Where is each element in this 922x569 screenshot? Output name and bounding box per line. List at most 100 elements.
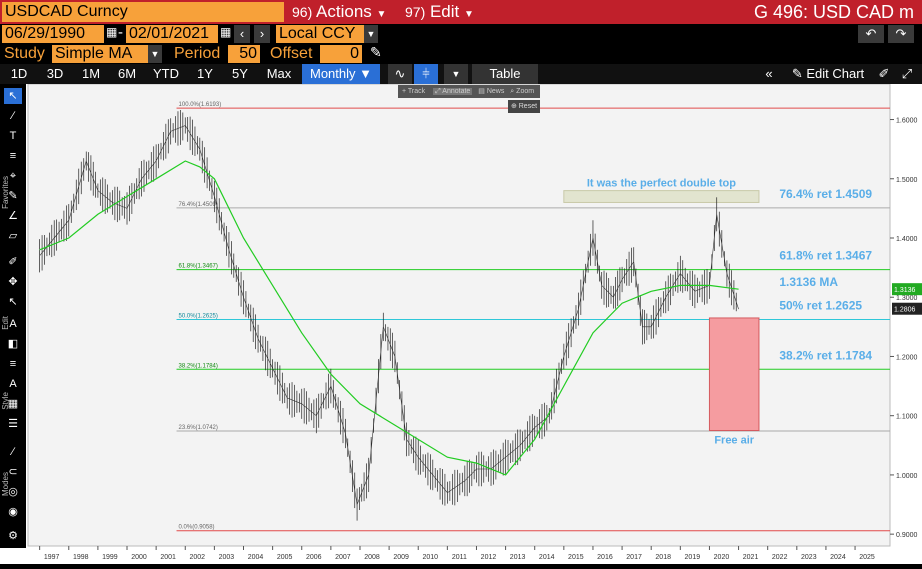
bar-chart-icon[interactable]: ⫩ bbox=[414, 64, 438, 84]
x-tick-label: 2020 bbox=[714, 554, 730, 561]
frequency-select[interactable]: Monthly ▼ bbox=[302, 64, 380, 84]
calendar-icon[interactable]: ▦ bbox=[220, 25, 232, 39]
color-icon[interactable]: ◧ bbox=[7, 338, 19, 350]
chart-area[interactable]: 1.6000 1.5000 1.4000 1.3000 1.2000 1.1000 1.00… bbox=[0, 83, 922, 564]
x-tick-label: 2016 bbox=[597, 554, 613, 561]
text-tool-icon[interactable]: T bbox=[9, 130, 17, 142]
table-button[interactable]: Table bbox=[472, 64, 538, 84]
undo-icon[interactable]: ↶ bbox=[858, 25, 884, 43]
annotate-tool[interactable]: ⤢ Annotate bbox=[433, 88, 473, 95]
plot-background bbox=[27, 83, 891, 547]
header-bar: USDCAD Curncy 96) Actions ▼ 97) Edit ▼ G… bbox=[0, 0, 922, 24]
period-input[interactable]: 50 bbox=[228, 45, 260, 63]
drawing-toolbar: ↖ ∕ T ≡ ⌖ ✎ ∠ ▱ ✐ ✥ ↖ A ◧ ≡ A ▦ ☰ ∕ ⊂ ◎ … bbox=[0, 84, 26, 548]
chart-type-dropdown-icon[interactable]: ▼ bbox=[444, 64, 468, 84]
dropdown-caret-icon: ▼ bbox=[464, 9, 474, 20]
x-tick-label: 2010 bbox=[422, 554, 438, 561]
previous-period-button[interactable]: ‹ bbox=[234, 25, 250, 43]
brush-icon[interactable]: ✎ bbox=[8, 190, 18, 202]
draw-mode-icon[interactable]: ∕ bbox=[12, 446, 14, 458]
x-tick-label: 2002 bbox=[189, 554, 205, 561]
x-tick-label: 2022 bbox=[772, 554, 788, 561]
edit-chart-label: Edit Chart bbox=[806, 66, 865, 81]
news-tool[interactable]: ▤ News bbox=[478, 88, 505, 95]
timeframe-ytd[interactable]: YTD bbox=[153, 66, 179, 81]
trend-icon[interactable]: ∠ bbox=[8, 210, 18, 222]
fib-right-label: 38.2% ret 1.1784 bbox=[779, 348, 872, 362]
y-tick-label: 1.5000 bbox=[896, 177, 918, 184]
line-tool-icon[interactable]: ∕ bbox=[12, 110, 14, 122]
offset-input[interactable]: 0 bbox=[320, 45, 362, 63]
y-tick-label: 1.2000 bbox=[896, 354, 918, 361]
settings-gear-icon[interactable]: ⚙ bbox=[8, 530, 18, 542]
price-tag-label: 1.3136 bbox=[894, 287, 916, 294]
pencil-icon[interactable]: ✐ bbox=[8, 256, 18, 268]
redo-icon[interactable]: ↷ bbox=[888, 25, 914, 43]
line-style-icon[interactable]: ≡ bbox=[9, 358, 17, 370]
ma-label: 1.3136 MA bbox=[779, 275, 838, 289]
zoom-tool[interactable]: ⌕ Zoom bbox=[510, 88, 535, 95]
period-label: Period bbox=[174, 45, 221, 62]
channel-icon[interactable]: ▱ bbox=[8, 230, 18, 242]
fill-icon[interactable]: ▦ bbox=[7, 398, 19, 410]
y-tick-label: 1.0000 bbox=[896, 473, 918, 480]
moving-average-line bbox=[39, 160, 739, 476]
x-tick-label: 2007 bbox=[335, 554, 351, 561]
cursor-icon[interactable]: ↖ bbox=[4, 88, 22, 104]
x-tick-label: 2008 bbox=[364, 554, 380, 561]
actions-menu-button[interactable]: 96) Actions ▼ bbox=[292, 1, 386, 26]
currency-dropdown-icon[interactable]: ▼ bbox=[364, 25, 378, 43]
next-period-button[interactable]: › bbox=[254, 25, 270, 43]
y-tick-label: 1.3000 bbox=[896, 295, 918, 302]
reset-button[interactable]: ⊕ Reset bbox=[508, 100, 540, 113]
actions-num: 96) bbox=[292, 4, 313, 20]
timeframe-1d[interactable]: 1D bbox=[10, 66, 28, 81]
fib-tool-icon[interactable]: ≡ bbox=[9, 150, 17, 162]
y-tick-label: 0.9000 bbox=[896, 532, 918, 539]
timeframe-max[interactable]: Max bbox=[266, 66, 292, 81]
track-label: Track bbox=[407, 88, 426, 95]
security-field[interactable]: USDCAD Curncy bbox=[2, 2, 284, 22]
study-select[interactable]: Simple MA bbox=[52, 45, 148, 63]
pen-icon[interactable]: ✎ bbox=[370, 44, 382, 60]
x-tick-label: 2006 bbox=[306, 554, 322, 561]
timeframe-5y[interactable]: 5Y bbox=[232, 66, 248, 81]
track-tool[interactable]: + Track bbox=[402, 88, 426, 95]
x-tick-label: 2021 bbox=[743, 554, 759, 561]
edit-icon[interactable]: ✐ bbox=[878, 66, 890, 81]
free-air-box bbox=[708, 317, 760, 431]
font-icon[interactable]: A bbox=[9, 318, 17, 330]
magnet-icon[interactable]: ⊂ bbox=[8, 466, 18, 478]
fib-label: 38.2%(1.1784) bbox=[179, 363, 218, 369]
fib-label: 0.0%(0.9058) bbox=[179, 525, 215, 531]
text-color-icon[interactable]: A bbox=[9, 378, 17, 390]
move-icon[interactable]: ✥ bbox=[8, 276, 18, 288]
x-tick-label: 1997 bbox=[44, 554, 60, 561]
price-chart[interactable]: 1.6000 1.5000 1.4000 1.3000 1.2000 1.1000 1.00… bbox=[0, 83, 922, 564]
x-tick-label: 2000 bbox=[131, 554, 147, 561]
collapse-icon[interactable]: « bbox=[765, 66, 773, 81]
timeframe-1y[interactable]: 1Y bbox=[197, 66, 213, 81]
edit-menu-button[interactable]: 97) Edit ▼ bbox=[405, 1, 474, 26]
x-tick-label: 2017 bbox=[626, 554, 642, 561]
window-title: G 496: USD CAD m bbox=[753, 2, 914, 22]
edit-chart-button[interactable]: ✎ Edit Chart bbox=[782, 64, 874, 84]
currency-select[interactable]: Local CCY bbox=[276, 25, 364, 43]
end-date-field[interactable]: 02/01/2021 bbox=[126, 25, 218, 43]
timeframe-3d[interactable]: 3D bbox=[46, 66, 64, 81]
annotation-icon[interactable]: ⌖ bbox=[9, 170, 17, 182]
timeframe-1m[interactable]: 1M bbox=[81, 66, 101, 81]
fib-right-label: 50% ret 1.2625 bbox=[779, 298, 862, 312]
width-icon[interactable]: ☰ bbox=[8, 418, 18, 430]
line-chart-icon[interactable]: ∿ bbox=[388, 64, 412, 84]
expand-icon[interactable]: ⤢ bbox=[901, 66, 913, 81]
mode-icon[interactable]: ◎ bbox=[8, 486, 18, 498]
study-dropdown-icon[interactable]: ▼ bbox=[148, 45, 162, 63]
x-tick-label: 2018 bbox=[655, 554, 671, 561]
timeframe-6m[interactable]: 6M bbox=[117, 66, 137, 81]
x-tick-label: 2003 bbox=[219, 554, 235, 561]
record-icon[interactable]: ◉ bbox=[8, 506, 18, 518]
calendar-icon[interactable]: ▦ bbox=[106, 25, 118, 39]
start-date-field[interactable]: 06/29/1990 bbox=[2, 25, 104, 43]
select-icon[interactable]: ↖ bbox=[8, 296, 18, 308]
